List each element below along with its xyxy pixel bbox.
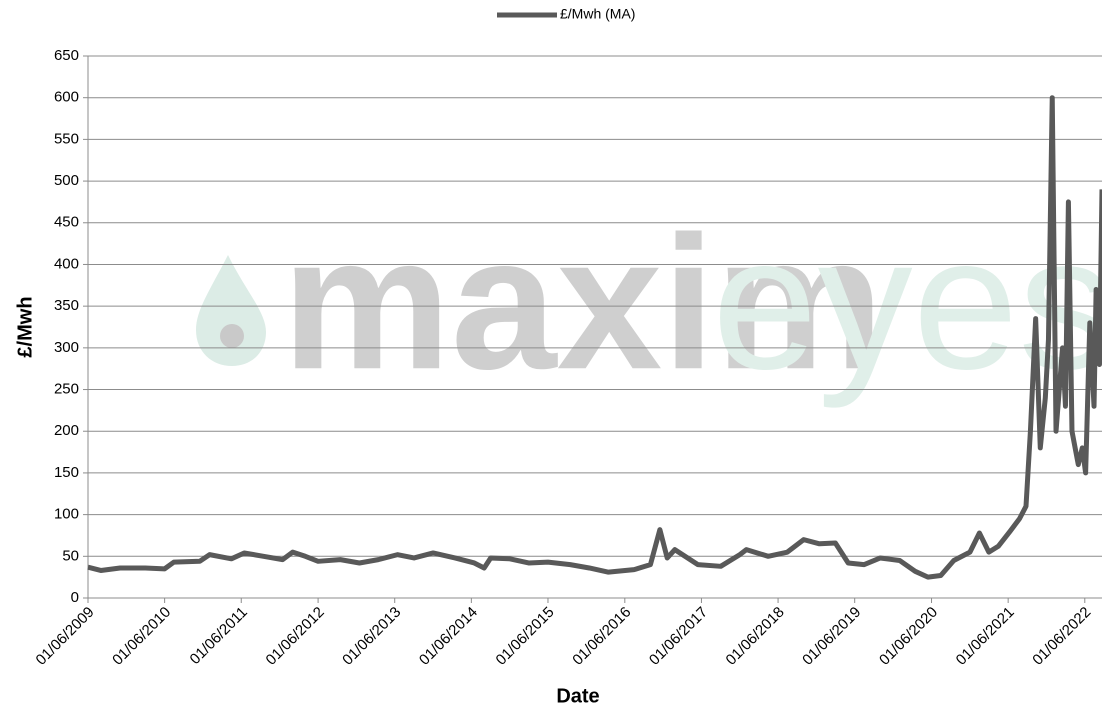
- y-tick-label: 100: [54, 506, 79, 523]
- x-tick-label: 01/06/2020: [876, 604, 941, 669]
- x-tick-label: 01/06/2013: [339, 604, 404, 669]
- watermark-text: eyes: [712, 197, 1102, 409]
- y-tick-label: 450: [54, 214, 79, 231]
- x-tick-label: 01/06/2018: [723, 604, 788, 669]
- y-tick-label: 650: [54, 47, 79, 64]
- x-tick-label: 01/06/2019: [799, 604, 864, 669]
- y-tick-label: 500: [54, 172, 79, 189]
- x-tick-label: 01/06/2022: [1029, 604, 1094, 669]
- y-tick-label: 150: [54, 464, 79, 481]
- y-tick-label: 50: [62, 547, 79, 564]
- y-tick-label: 400: [54, 255, 79, 272]
- x-tick-label: 01/06/2017: [646, 604, 711, 669]
- legend-label: £/Mwh (MA): [560, 6, 635, 22]
- x-tick-label: 01/06/2021: [953, 604, 1018, 669]
- x-tick-label: 01/06/2015: [492, 604, 557, 669]
- y-tick-label: 200: [54, 422, 79, 439]
- x-tick-label: 01/06/2010: [109, 604, 174, 669]
- x-tick-label: 01/06/2014: [416, 604, 481, 669]
- x-tick-label: 01/06/2009: [33, 604, 98, 669]
- y-axis-label: £/Mwh: [14, 296, 36, 357]
- watermark-text: maxim: [282, 197, 884, 409]
- x-tick-label: 01/06/2012: [263, 604, 328, 669]
- y-tick-label: 250: [54, 381, 79, 398]
- x-tick-label: 01/06/2016: [569, 604, 634, 669]
- y-tick-label: 0: [71, 589, 79, 606]
- watermark-icon-dot: [220, 324, 244, 348]
- data-line: [87, 95, 1102, 580]
- y-tick-label: 600: [54, 89, 79, 106]
- watermark: maxim eyes: [196, 197, 1102, 409]
- y-tick-label: 550: [54, 130, 79, 147]
- x-tick-label: 01/06/2011: [187, 604, 251, 668]
- y-tick-label: 300: [54, 339, 79, 356]
- y-tick-label: 350: [54, 297, 79, 314]
- watermark-icon: [196, 255, 266, 366]
- x-axis-label: Date: [556, 685, 599, 707]
